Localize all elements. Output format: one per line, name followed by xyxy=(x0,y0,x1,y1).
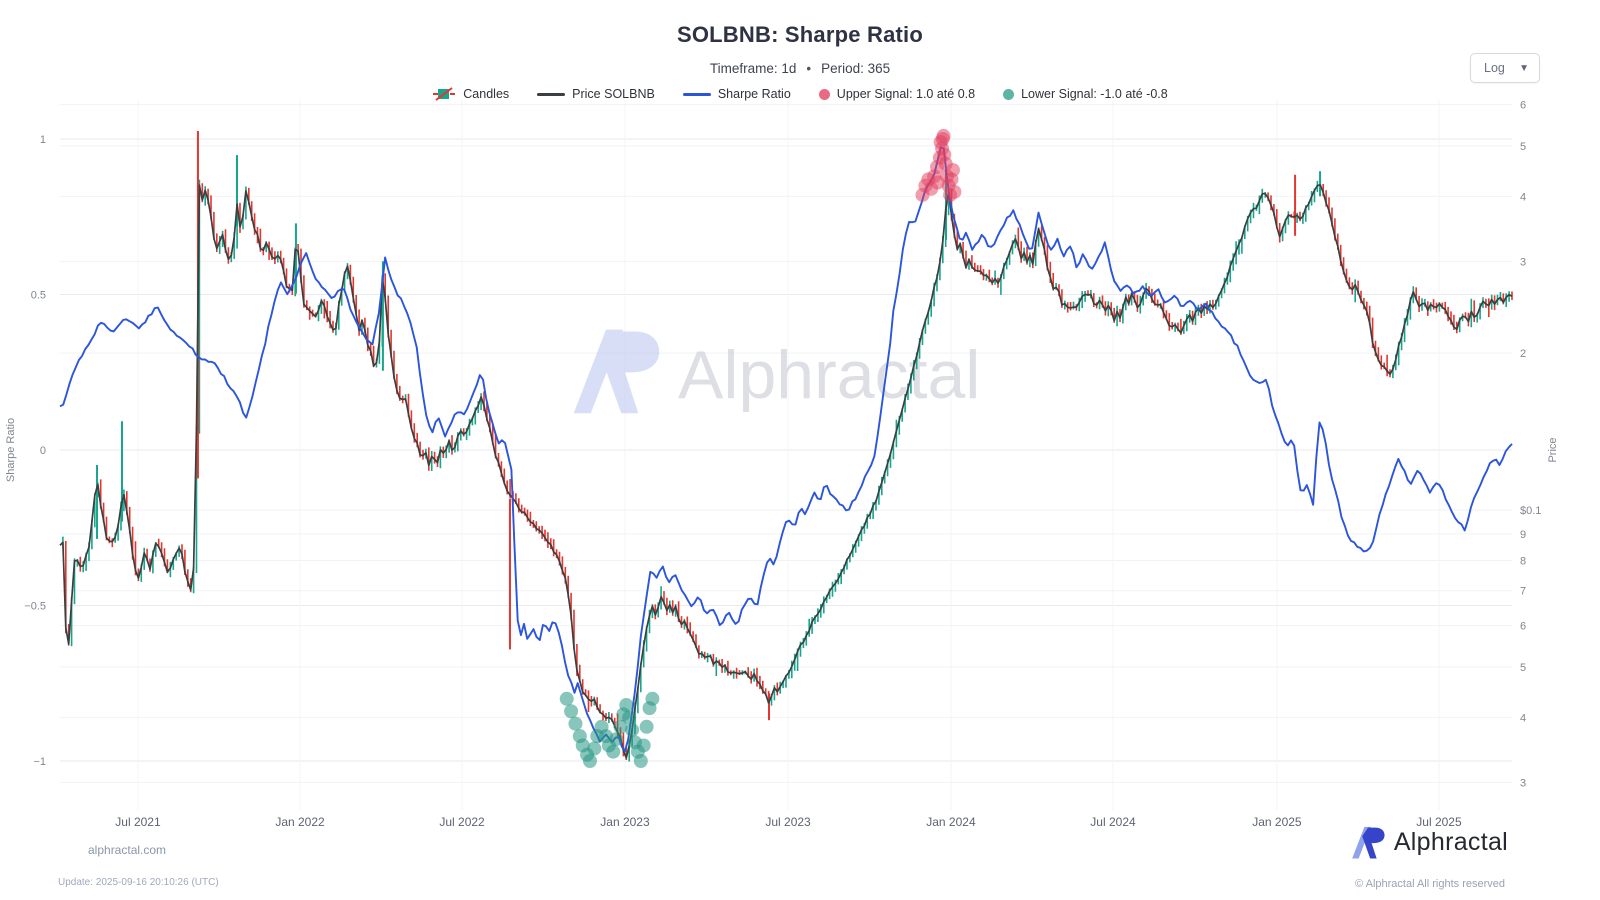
lower-signal-marker xyxy=(639,719,654,734)
legend-label: Price SOLBNB xyxy=(572,87,655,101)
page-title: SOLBNB: Sharpe Ratio xyxy=(676,22,924,47)
subtitle-timeframe: Timeframe: 1d xyxy=(709,61,797,76)
lower-signal-marker xyxy=(645,691,660,706)
x-axis-tick-label: Jul 2022 xyxy=(439,815,485,829)
y2-axis-tick-label: 6 xyxy=(1520,621,1526,633)
footer-site-link[interactable]: alphractal.com xyxy=(88,843,167,857)
legend-item-candles[interactable]: Candles xyxy=(432,86,509,102)
candles-icon xyxy=(433,87,456,101)
y2-axis-tick-label: 6 xyxy=(1520,100,1526,112)
upper-signal-dot-icon xyxy=(818,88,830,100)
sharpe-line-swatch-icon xyxy=(682,92,711,96)
legend-label: Candles xyxy=(463,87,510,101)
x-axis-tick-label: Jul 2023 xyxy=(765,815,811,829)
price-line-swatch-icon xyxy=(537,92,566,96)
footer-copyright: © Alphractal All rights reserved xyxy=(1355,878,1505,890)
y-axis-tick-label: 1 xyxy=(40,134,46,146)
lower-signal-marker xyxy=(606,744,621,759)
lower-signal-marker xyxy=(619,698,634,713)
y-axis-tick-label: 0.5 xyxy=(31,290,46,302)
chart-subtitle: Timeframe: 1d • Period: 365 xyxy=(0,61,1600,76)
lower-signal-marker xyxy=(622,710,637,725)
brand-footer: Alphractal xyxy=(1350,824,1508,860)
y2-axis-tick-label: 9 xyxy=(1520,529,1526,541)
lower-signal-marker xyxy=(587,741,602,756)
upper-signal-marker xyxy=(947,184,962,199)
price-solbnb-line xyxy=(59,184,1513,759)
legend-item-lower-signal[interactable]: Lower Signal: -1.0 até -0.8 xyxy=(1003,87,1168,101)
sharpe-ratio-line xyxy=(59,146,1513,753)
legend-label: Sharpe Ratio xyxy=(717,87,791,101)
y-axis-tick-label: 0 xyxy=(40,445,46,457)
lower-signal-marker xyxy=(568,716,583,731)
watermark-text: Alphractal xyxy=(678,337,980,413)
y2-axis-tick-label: 4 xyxy=(1520,712,1526,724)
y2-axis-title: Price xyxy=(1547,437,1559,462)
legend-item-price[interactable]: Price SOLBNB xyxy=(537,87,655,101)
dropdown-caret-icon: ▼ xyxy=(1519,62,1529,74)
lower-signal-marker xyxy=(625,722,640,737)
legend-label: Upper Signal: 1.0 até 0.8 xyxy=(836,87,976,101)
y2-axis-tick-label: 4 xyxy=(1520,191,1526,203)
brand-name: Alphractal xyxy=(1393,827,1508,856)
legend-item-upper-signal[interactable]: Upper Signal: 1.0 até 0.8 xyxy=(818,87,976,101)
watermark-logo-icon xyxy=(573,329,660,414)
legend-label: Lower Signal: -1.0 até -0.8 xyxy=(1021,87,1168,101)
y2-axis-tick-label: 3 xyxy=(1520,256,1526,268)
x-axis-tick-label: Jan 2025 xyxy=(1252,815,1302,829)
subtitle-period: Period: 365 xyxy=(821,61,891,76)
x-axis-tick-label: Jan 2022 xyxy=(275,815,325,829)
lower-signal-marker xyxy=(609,732,624,747)
lower-signal-marker xyxy=(559,691,574,706)
alphractal-logo-icon xyxy=(1351,826,1385,859)
lower-signal-marker xyxy=(582,754,597,768)
y2-axis-tick-label: 8 xyxy=(1520,555,1526,567)
y2-axis-tick-label: 5 xyxy=(1520,141,1526,153)
x-axis-tick-label: Jan 2024 xyxy=(926,815,976,829)
lower-signal-dot-icon xyxy=(1003,88,1015,100)
x-axis-tick-label: Jul 2025 xyxy=(1416,815,1462,829)
y2-axis-tick-label: 3 xyxy=(1520,777,1526,789)
lower-signal-marker xyxy=(613,719,628,734)
upper-signal-marker xyxy=(945,163,960,178)
footer-update-timestamp: Update: 2025-09-16 20:10:26 (UTC) xyxy=(58,877,219,888)
lower-signal-marker xyxy=(633,754,648,768)
y-axis-tick-label: −0.5 xyxy=(24,601,46,613)
scale-select[interactable]: Log ▼ xyxy=(1470,53,1540,83)
y2-axis-tick-label: 5 xyxy=(1520,662,1526,674)
scale-select-value: Log xyxy=(1484,61,1505,75)
x-axis-tick-label: Jul 2024 xyxy=(1090,815,1136,829)
x-axis-tick-label: Jan 2023 xyxy=(600,815,650,829)
y-axis-title: Sharpe Ratio xyxy=(5,418,17,482)
upper-signal-marker xyxy=(936,128,951,143)
y-axis-tick-label: −1 xyxy=(33,756,46,768)
subtitle-separator-icon: • xyxy=(806,61,812,76)
watermark: Alphractal xyxy=(573,329,980,414)
y2-axis-tick-label: 7 xyxy=(1520,586,1526,598)
x-axis-tick-label: Jul 2021 xyxy=(115,815,161,829)
chart-legend: Candles Price SOLBNB Sharpe Ratio Upper … xyxy=(0,86,1600,102)
y2-axis-tick-label: $0.1 xyxy=(1520,505,1541,517)
legend-item-sharpe[interactable]: Sharpe Ratio xyxy=(682,87,791,101)
lower-signal-marker xyxy=(636,738,651,753)
y2-axis-tick-label: 2 xyxy=(1520,348,1526,360)
candle-wicks-up xyxy=(62,179,1510,762)
lower-signal-marker xyxy=(564,704,579,719)
